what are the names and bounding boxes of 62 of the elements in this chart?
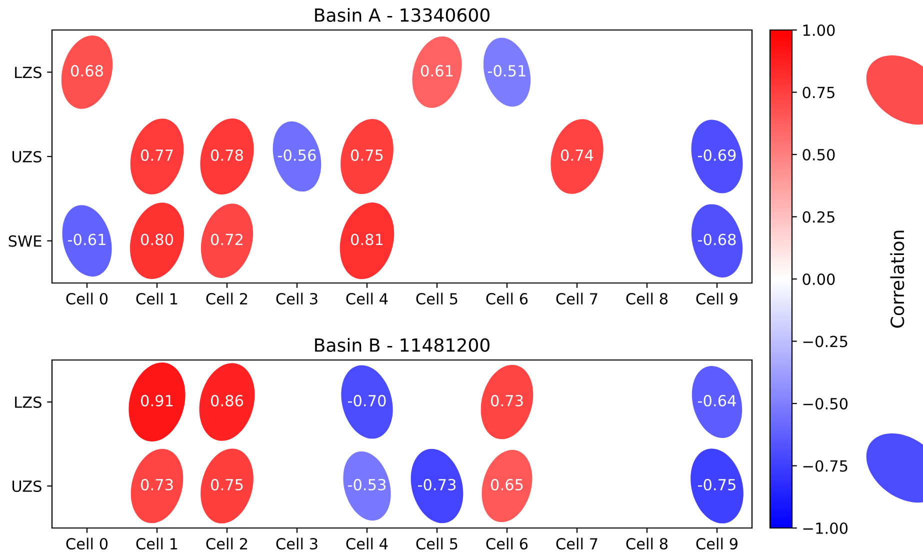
x-tick-label: Cell 3	[276, 292, 318, 305]
data-label: 0.74	[561, 149, 594, 161]
x-tick-label: Cell 2	[206, 292, 248, 305]
data-label: -0.70	[348, 394, 386, 406]
data-label: -0.51	[488, 65, 526, 77]
color-bar-label: −0.75	[803, 460, 848, 472]
x-tick-label: Cell 4	[346, 538, 388, 550]
x-tick-label: Cell 1	[136, 538, 178, 550]
x-tick-label: Cell 2	[206, 538, 248, 550]
data-label: 0.81	[351, 234, 383, 246]
data-label: 0.65	[491, 478, 523, 490]
data-label: 0.80	[141, 234, 173, 246]
x-tick-label: Cell 0	[66, 292, 108, 305]
data-label: -0.68	[698, 234, 736, 246]
data-label: -0.73	[418, 478, 456, 490]
data-label: -0.64	[698, 394, 736, 406]
chart-title: Basin B - 11481200	[315, 338, 490, 352]
data-label: 0.61	[421, 65, 453, 77]
y-tick-label: LZS	[15, 66, 42, 78]
x-tick-label: Cell 8	[626, 292, 668, 305]
chart-title: Basin A - 13340600	[315, 8, 490, 22]
data-label: 0.75	[351, 149, 383, 161]
color-bar-label: −1.00	[803, 522, 848, 534]
data-label: 0.91	[141, 394, 173, 406]
data-label: 0.75	[211, 478, 243, 490]
color-bar-label: −0.25	[803, 336, 848, 348]
color-bar-label: 0.00	[802, 273, 835, 286]
color-bar-label: 0.75	[802, 86, 834, 98]
data-label: -0.75	[698, 478, 736, 490]
data-label: 0.73	[141, 478, 173, 490]
color-bar-label: 0.50	[802, 148, 835, 161]
x-tick-label: Cell 6	[486, 538, 528, 550]
data-label: -0.61	[68, 234, 106, 246]
y-tick-label: UZS	[12, 480, 42, 492]
x-tick-label: Cell 8	[626, 538, 668, 550]
data-label: 0.68	[71, 65, 103, 77]
y-tick-label: UZS	[12, 150, 42, 163]
color-bar-label: 1.00	[803, 24, 835, 36]
data-label: 0.72	[211, 234, 242, 246]
y-tick-label: LZS	[15, 396, 42, 408]
data-label: 0.86	[211, 394, 244, 406]
data-label: 0.73	[491, 394, 523, 406]
color-bar-label: −0.50	[803, 398, 848, 410]
data-label: -0.56	[278, 149, 316, 161]
color-bar-title: Correlation	[890, 230, 904, 328]
x-tick-label: Cell 5	[416, 292, 458, 305]
data-label: -0.69	[698, 149, 736, 161]
x-tick-label: Cell 0	[66, 538, 108, 550]
x-tick-label: Cell 9	[696, 538, 738, 550]
color-bar-label: 0.25	[802, 211, 834, 223]
data-label: 0.78	[211, 149, 243, 161]
x-tick-label: Cell 7	[556, 292, 598, 305]
data-label: 0.77	[141, 149, 173, 161]
data-label: -0.53	[348, 478, 386, 490]
x-tick-label: Cell 3	[276, 538, 318, 550]
x-tick-label: Cell 1	[136, 292, 178, 305]
y-tick-label: SWE	[8, 235, 42, 247]
x-tick-label: Cell 4	[346, 292, 388, 305]
x-tick-label: Cell 7	[556, 538, 598, 550]
x-tick-label: Cell 9	[696, 292, 738, 305]
x-tick-label: Cell 5	[416, 538, 458, 550]
x-tick-label: Cell 6	[486, 292, 528, 305]
